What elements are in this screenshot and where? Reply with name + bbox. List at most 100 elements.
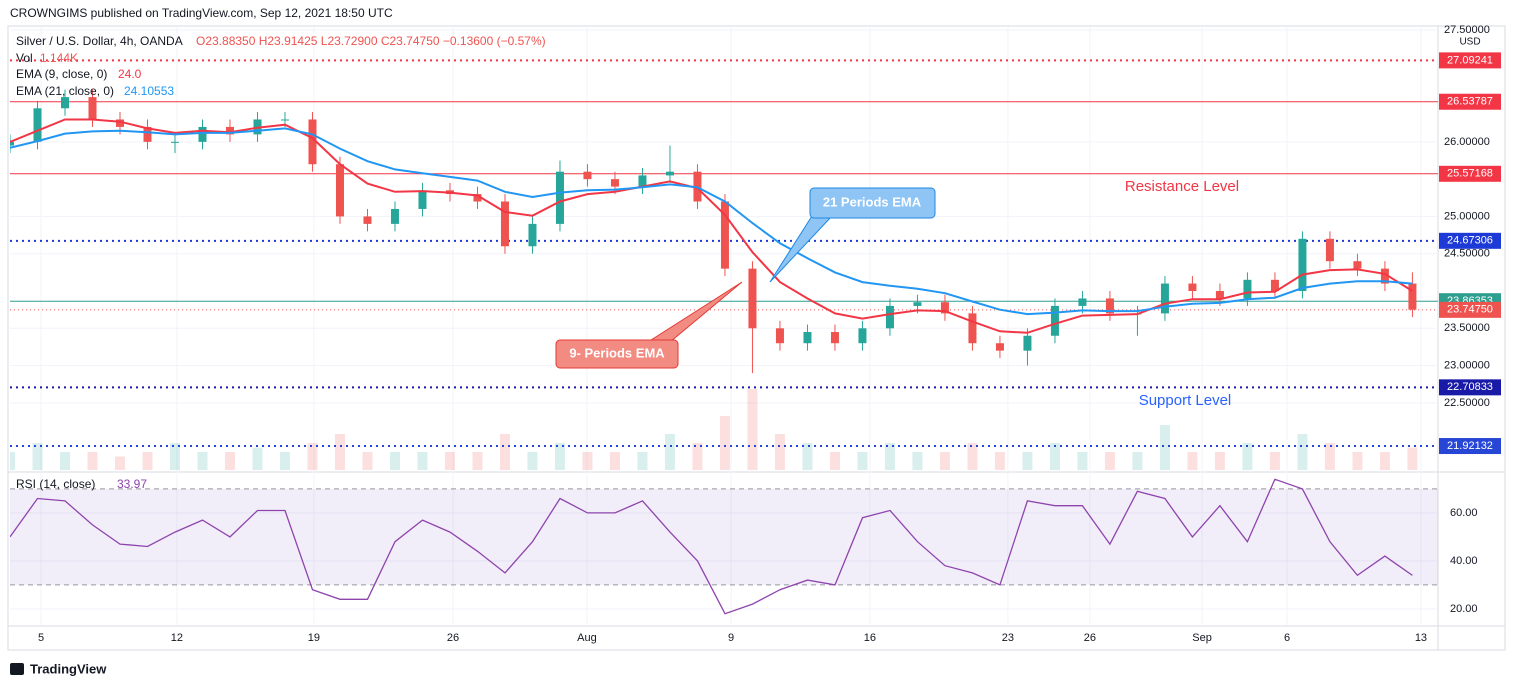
candle-body: [940, 302, 949, 314]
logo-icon: [10, 663, 24, 675]
volume-bar: [994, 452, 1005, 470]
annotation: Support Level: [1139, 392, 1232, 409]
x-tick-label: Aug: [577, 632, 597, 644]
volume-bar: [1104, 452, 1115, 470]
level-label-box: [1439, 438, 1501, 455]
candle-body: [500, 201, 509, 247]
vol-value: 1.144K: [40, 51, 78, 65]
callout-text: 9- Periods EMA: [569, 345, 665, 360]
volume-bar: [912, 452, 923, 470]
volume-bar: [169, 443, 180, 470]
rsi-value: 33.97: [117, 477, 147, 491]
volume-bar: [224, 452, 235, 470]
volume-bar: [774, 434, 785, 470]
volume-bar: [692, 443, 703, 470]
y-tick-label: 26.00000: [1444, 136, 1490, 148]
ema9-label: EMA (9, close, 0): [16, 67, 107, 81]
level-label-box: [1439, 93, 1501, 110]
volume-bar: [444, 452, 455, 470]
candle-body: [1298, 238, 1307, 292]
candle-body: [1078, 298, 1087, 306]
candle-body: [1023, 335, 1032, 351]
level-label-box: [1439, 232, 1501, 249]
level-label: 21.92132: [1447, 440, 1493, 452]
candle-body: [1270, 279, 1279, 292]
volume-bar: [967, 443, 978, 470]
candle-body: [913, 302, 922, 306]
volume-bar: [389, 452, 400, 470]
y-tick-label: 24.50000: [1444, 248, 1490, 260]
candle-body: [60, 97, 69, 109]
x-tick-label: 12: [171, 632, 183, 644]
frame: [7, 25, 1506, 651]
symbol: Silver / U.S. Dollar, 4h, OANDA: [16, 34, 183, 48]
ohlc: O23.88350 H23.91425 L23.72900 C23.74750 …: [196, 34, 546, 48]
candle-body: [858, 328, 867, 344]
candle-body: [280, 119, 289, 121]
level-label: 23.74750: [1447, 304, 1493, 316]
x-tick-label: 5: [38, 632, 44, 644]
x-tick-label: 6: [1284, 632, 1290, 644]
volume-bar: [637, 452, 648, 470]
y-tick-label: 22.50000: [1444, 397, 1490, 409]
level-label-box: [1439, 301, 1501, 318]
y-tick-label: 23.00000: [1444, 359, 1490, 371]
volume-bar: [664, 434, 675, 470]
price-pane: [10, 59, 1438, 470]
level-label: 27.09241: [1447, 54, 1493, 66]
candle-body: [88, 97, 97, 120]
callout-box: [809, 187, 936, 219]
candle-body: [363, 216, 372, 224]
volume-bar: [417, 452, 428, 470]
candle-body: [308, 119, 317, 165]
volume-bar: [87, 452, 98, 470]
volume-bar: [142, 452, 153, 470]
publisher: CROWNGIMS published on TradingView.com, …: [10, 6, 393, 20]
level-label-box: [1439, 52, 1501, 69]
candle-body: [528, 223, 537, 247]
volume-bar: [59, 452, 70, 470]
volume-bar: [1022, 452, 1033, 470]
candle-body: [803, 332, 812, 344]
candle-body: [198, 126, 207, 142]
callout-box: [555, 339, 679, 369]
candle-body: [1243, 279, 1252, 299]
x-tick-label: 13: [1415, 632, 1427, 644]
candle-body: [583, 171, 592, 180]
x-tick-label: 26: [447, 632, 459, 644]
volume-bar: [114, 456, 125, 470]
volume-bar: [1269, 452, 1280, 470]
candle-body: [1188, 283, 1197, 292]
candle-body: [1050, 305, 1059, 336]
candle-body: [115, 119, 124, 127]
volume-bar: [609, 452, 620, 470]
ema-line: [10, 127, 1413, 316]
rsi-pane: [10, 478, 1438, 615]
candle-body: [1215, 291, 1224, 299]
candle-body: [1380, 268, 1389, 284]
y-tick-label: 23.50000: [1444, 322, 1490, 334]
volume-bar: [582, 452, 593, 470]
volume-bar: [1297, 434, 1308, 470]
candle-body: [143, 126, 152, 142]
ema-line: [10, 118, 1413, 334]
rsi-band: [10, 488, 1438, 585]
ema21-label: EMA (21, close, 0): [16, 84, 114, 98]
candle-body: [748, 268, 757, 329]
candle-body: [10, 141, 14, 146]
candle-body: [418, 190, 427, 209]
brand: TradingView: [30, 661, 107, 676]
volume-bar: [252, 447, 263, 470]
volume-bar: [279, 452, 290, 470]
candle-body: [665, 171, 674, 176]
volume-bar: [1324, 443, 1335, 470]
candle-body: [473, 194, 482, 202]
volume-bar: [1242, 443, 1253, 470]
y-tick-label: 25.00000: [1444, 210, 1490, 222]
rsi-line: [10, 478, 1413, 615]
volume-bar: [307, 443, 318, 470]
volume-bar: [10, 452, 15, 470]
